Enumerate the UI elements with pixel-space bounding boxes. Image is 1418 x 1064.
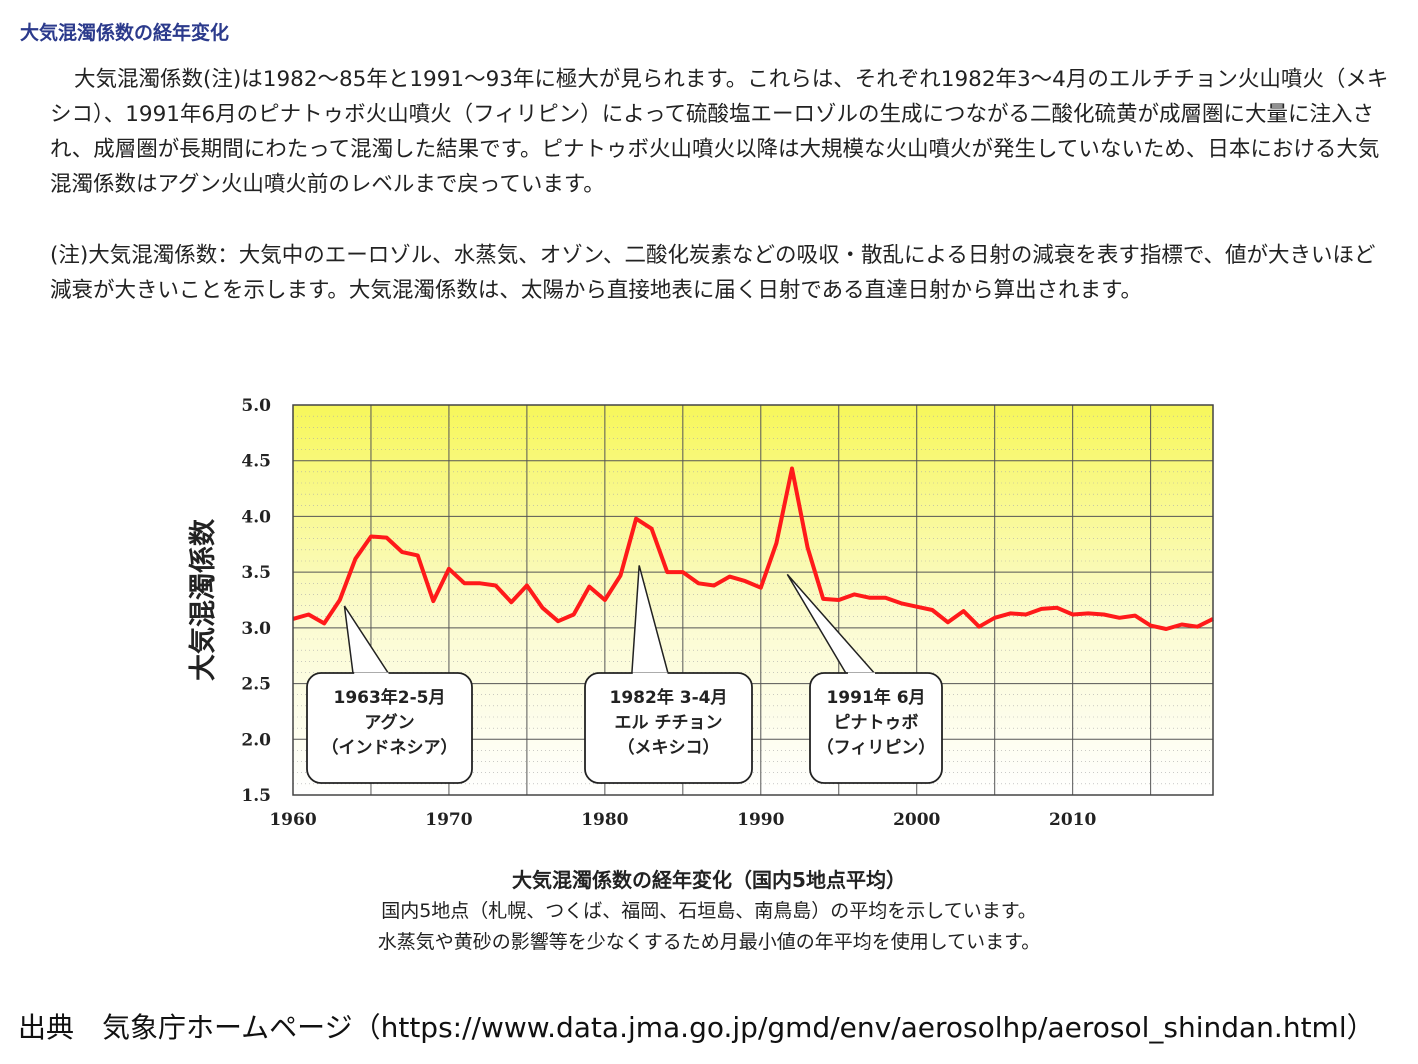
callout-text: （フィリピン） bbox=[817, 737, 936, 758]
y-axis-label: 大気混濁係数 bbox=[187, 518, 219, 681]
section-title: 大気混濁係数の経年変化 bbox=[20, 22, 230, 44]
callout-text: （インドネシア） bbox=[322, 737, 458, 758]
x-tick-label: 1960 bbox=[269, 810, 316, 830]
y-tick-label: 3.0 bbox=[241, 619, 271, 639]
x-tick-label: 1980 bbox=[581, 810, 628, 830]
x-tick-label: 1990 bbox=[737, 810, 784, 830]
callout-text: （メキシコ） bbox=[618, 737, 720, 758]
caption-line-1: 国内5地点（札幌、つくば、福岡、石垣島、南鳥島）の平均を示しています。 bbox=[381, 900, 1037, 922]
plot-frame bbox=[292, 404, 1214, 796]
grid-lines bbox=[293, 404, 1213, 795]
callout-text: エル チチョン bbox=[615, 713, 723, 733]
y-tick-label: 4.5 bbox=[241, 452, 271, 472]
y-tick-labels: 5.0 4.5 4.0 3.5 3.0 2.5 2.0 1.5 bbox=[241, 396, 271, 806]
x-tick-label: 2000 bbox=[893, 810, 940, 830]
chart-svg: 5.0 4.5 4.0 3.5 3.0 2.5 2.0 1.5 1960 1970 1980 199… bbox=[187, 396, 1214, 830]
callout-box bbox=[306, 672, 473, 784]
callout-box bbox=[584, 672, 753, 784]
callout-text: アグン bbox=[364, 712, 414, 733]
callout-box bbox=[809, 672, 943, 784]
y-tick-label: 2.5 bbox=[241, 675, 271, 695]
x-tick-labels: 1960 1970 1980 1990 2000 2010 bbox=[269, 810, 1096, 830]
callout-text: 1982年 3-4月 bbox=[610, 687, 728, 708]
x-tick-label: 1970 bbox=[425, 810, 472, 830]
y-tick-label: 3.5 bbox=[241, 563, 271, 583]
caption-title: 大気混濁係数の経年変化（国内5地点平均） bbox=[512, 868, 906, 892]
description-paragraph: 大気混濁係数(注)は1982～85年と1991～93年に極大が見られます。これら… bbox=[50, 67, 1389, 197]
y-tick-label: 1.5 bbox=[241, 786, 271, 806]
y-tick-label: 4.0 bbox=[241, 507, 271, 527]
callout-text: 1991年 6月 bbox=[826, 687, 925, 708]
y-tick-label: 5.0 bbox=[241, 396, 271, 416]
y-tick-label: 2.0 bbox=[241, 730, 271, 750]
note-paragraph: (注)大気混濁係数：大気中のエーロゾル、水蒸気、オゾン、二酸化炭素などの吸収・散… bbox=[50, 243, 1376, 303]
series-line bbox=[292, 466, 1214, 631]
callout-text: 1963年2-5月 bbox=[333, 687, 445, 708]
source-citation: 出典 気象庁ホームページ（https://www.data.jma.go.jp/… bbox=[18, 1011, 1375, 1044]
callout-text: ピナトゥボ bbox=[834, 713, 919, 733]
turbidity-chart: 5.0 4.5 4.0 3.5 3.0 2.5 2.0 1.5 1960 1970 1980 199… bbox=[170, 385, 1250, 845]
caption-line-2: 水蒸気や黄砂の影響等を少なくするため月最小値の年平均を使用しています。 bbox=[377, 931, 1041, 953]
x-tick-label: 2010 bbox=[1049, 810, 1096, 830]
